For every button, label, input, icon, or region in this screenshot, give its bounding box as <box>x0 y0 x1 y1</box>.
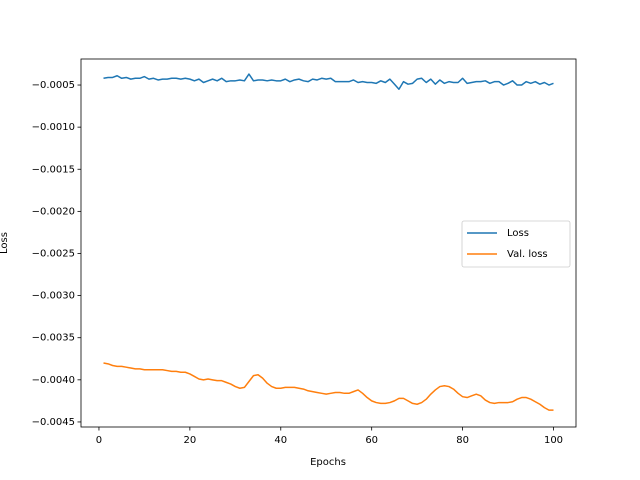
x-tick-label: 80 <box>456 435 469 446</box>
y-tick-label: −0.0030 <box>32 291 75 302</box>
y-tick-label: −0.0025 <box>32 248 75 259</box>
legend-label: Loss <box>507 228 529 239</box>
series-line <box>103 362 554 411</box>
x-axis-label: Epochs <box>310 457 346 468</box>
axes-frame <box>80 58 577 428</box>
legend-label: Val. loss <box>507 249 548 260</box>
y-tick-label: −0.0020 <box>32 206 75 217</box>
y-tick-label: −0.0005 <box>32 80 75 91</box>
x-tick-label: 100 <box>544 435 563 446</box>
y-axis-label: Loss <box>0 232 10 254</box>
x-tick-label: 40 <box>274 435 287 446</box>
y-tick-label: −0.0010 <box>32 122 75 133</box>
x-tick-label: 60 <box>365 435 378 446</box>
y-tick-label: −0.0015 <box>32 164 75 175</box>
x-tick-label: 20 <box>183 435 196 446</box>
x-tick-label: 0 <box>96 435 102 446</box>
y-tick-label: −0.0035 <box>32 333 75 344</box>
y-tick-label: −0.0045 <box>32 417 75 428</box>
series-line <box>103 73 554 90</box>
y-tick-label: −0.0040 <box>32 375 75 386</box>
